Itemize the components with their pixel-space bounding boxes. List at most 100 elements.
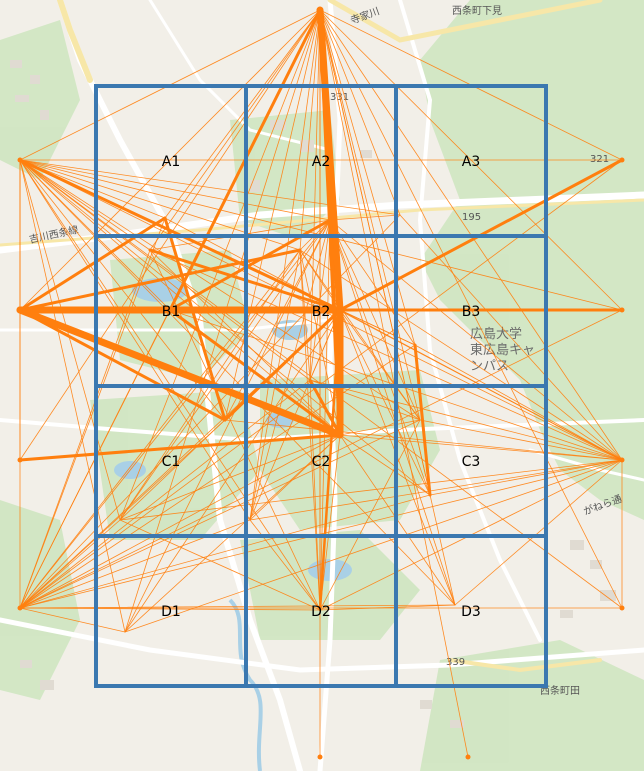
flow-line: [19, 159, 331, 221]
flow-line: [119, 459, 623, 521]
flow-line: [124, 434, 341, 633]
flow-line: [399, 214, 623, 461]
flow-node[interactable]: [17, 605, 23, 611]
flow-node[interactable]: [465, 754, 471, 760]
grid-cell-label: B3: [462, 304, 481, 320]
elevation-321-label: 321: [590, 154, 609, 165]
flow-line: [309, 379, 623, 461]
flow-line: [318, 308, 342, 612]
flow-line: [339, 419, 421, 436]
flow-node[interactable]: [17, 307, 23, 313]
flow-line: [319, 9, 416, 346]
flow-node[interactable]: [619, 605, 625, 611]
flow-line: [329, 219, 416, 346]
grid-cell-label: D2: [311, 604, 331, 620]
flow-line: [339, 434, 623, 461]
flow-line: [124, 459, 623, 633]
park-name-line-1: 広島大学: [470, 326, 522, 342]
buildings: [10, 60, 616, 728]
flow-line: [19, 379, 311, 609]
grid-cell-label: A1: [162, 154, 180, 170]
flow-node[interactable]: [317, 754, 323, 760]
flow-node[interactable]: [619, 157, 625, 163]
river: [228, 598, 263, 771]
flow-line: [319, 434, 341, 611]
flow-line: [124, 309, 341, 633]
flow-line: [339, 434, 431, 496]
highways: [0, 0, 644, 673]
flow-line: [19, 159, 126, 633]
flow-line: [249, 9, 321, 521]
flow-line: [319, 9, 401, 216]
flow-line: [19, 159, 311, 381]
flow-line: [19, 159, 251, 521]
flow-node[interactable]: [17, 157, 23, 163]
flow-line: [18, 308, 227, 422]
flow-line: [19, 607, 321, 611]
flow-node[interactable]: [619, 457, 625, 463]
flow-line: [419, 419, 623, 461]
flow-line: [19, 219, 331, 609]
flow-line: [19, 309, 623, 609]
flow-line: [224, 9, 321, 421]
flow-line: [19, 159, 121, 521]
flow-line: [329, 219, 431, 496]
flow-line: [299, 249, 311, 381]
park-name-line-3: ンパス: [470, 359, 509, 374]
flow-line: [164, 9, 321, 219]
flow-line: [329, 214, 401, 221]
flow-line: [319, 9, 421, 421]
flow-line: [249, 219, 331, 521]
flow-line: [429, 459, 623, 496]
flow-line: [319, 604, 456, 611]
flow-line: [149, 9, 321, 251]
route-195-label: 195: [462, 212, 481, 223]
grid-cell-label: D1: [161, 604, 181, 620]
grid-cell-label: C1: [162, 454, 181, 470]
flow-line: [19, 419, 421, 609]
flow-line: [19, 159, 401, 216]
flow-line: [413, 343, 432, 497]
flow-line: [319, 219, 331, 611]
flow-line: [16, 306, 344, 439]
flow-line: [149, 249, 623, 461]
grid-cell-label: C3: [462, 454, 481, 470]
grid-cell-label: A2: [312, 154, 330, 170]
flow-node[interactable]: [317, 7, 323, 13]
flow-line: [119, 219, 331, 521]
grid-cell-label: D3: [461, 604, 481, 620]
grid-cell-label: B2: [312, 304, 331, 320]
flow-line: [339, 309, 431, 496]
flow-line: [309, 9, 321, 381]
place-label-bottom: 西条町田: [540, 684, 580, 697]
flow-line: [18, 433, 342, 462]
flow-line: [249, 459, 623, 521]
grid-cell-label: C2: [312, 454, 331, 470]
grid-cell-label: B1: [162, 304, 181, 320]
flow-line: [19, 604, 456, 609]
flow-line: [19, 159, 166, 219]
flow-line: [119, 9, 321, 521]
flow-line: [19, 607, 126, 633]
flow-line: [299, 9, 321, 251]
flow-line: [19, 494, 431, 609]
flow-line: [329, 219, 456, 606]
flow-line: [19, 419, 226, 609]
flow-line: [319, 419, 421, 611]
flow-line: [309, 379, 321, 611]
flow-node[interactable]: [619, 307, 625, 313]
place-label-top: 西条町下見: [452, 4, 502, 17]
flow-line: [168, 308, 342, 437]
elevation-339-label: 339: [446, 657, 465, 668]
flow-line: [249, 434, 341, 521]
grid-cell-d3[interactable]: [394, 534, 548, 688]
flow-line: [19, 344, 416, 609]
flow-node[interactable]: [17, 457, 23, 463]
flow-line: [308, 378, 342, 437]
flow-line: [18, 248, 302, 312]
flow-line: [414, 344, 623, 461]
flow-line: [329, 219, 623, 461]
